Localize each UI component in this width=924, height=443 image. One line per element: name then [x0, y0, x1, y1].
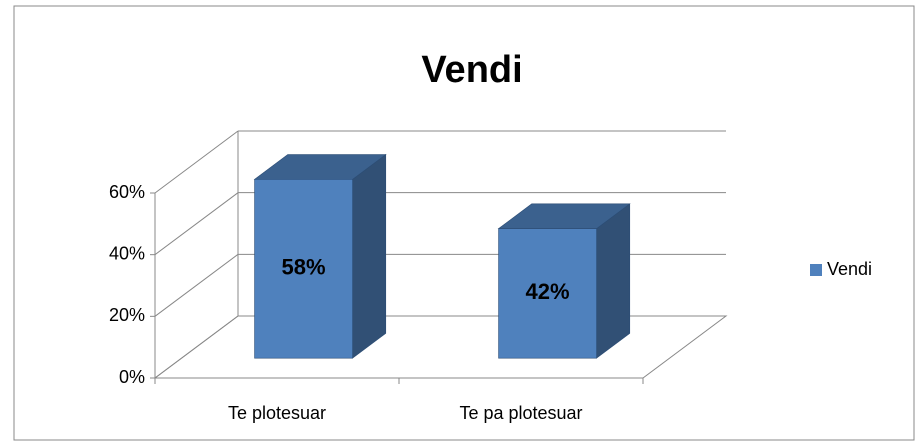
y-tick-label: 60%: [109, 182, 145, 202]
bar: [253, 153, 387, 359]
y-tick-label: 20%: [109, 305, 145, 325]
bar-front: [254, 179, 353, 359]
grid-line: [154, 192, 239, 256]
y-tick-label: 0%: [119, 367, 145, 387]
chart-title: Vendi: [421, 49, 522, 91]
bar-side: [352, 153, 387, 359]
legend-swatch: [810, 264, 822, 276]
bar-side: [596, 203, 631, 359]
bar: [497, 203, 631, 359]
data-label: 42%: [526, 279, 570, 304]
x-tick-label: Te plotesuar: [228, 403, 326, 423]
grid-line: [154, 253, 239, 317]
bar-front: [498, 228, 597, 359]
x-tick-label: Te pa plotesuar: [459, 403, 582, 423]
grid-line: [154, 130, 239, 194]
legend-label: Vendi: [827, 259, 872, 279]
y-tick-label: 40%: [109, 243, 145, 263]
chart-border: [13, 5, 915, 441]
grid-line: [154, 315, 239, 379]
data-label: 58%: [282, 255, 326, 280]
